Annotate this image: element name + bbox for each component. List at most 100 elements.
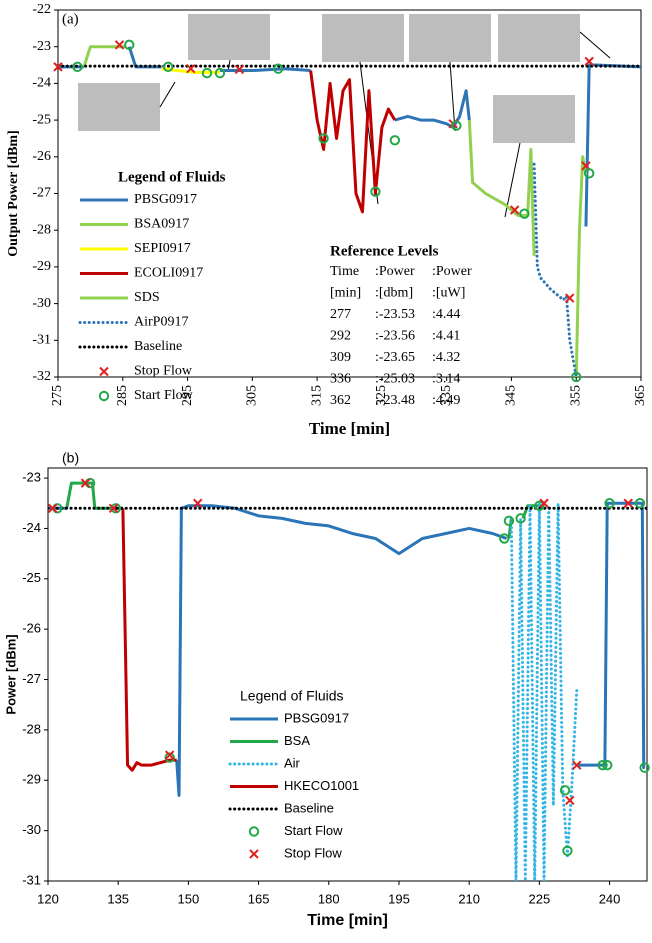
start-flow-marker [597,759,608,771]
reference-cell: 362 [330,393,351,408]
series-line [532,162,578,377]
stop-flow-marker [572,760,582,770]
plot-area [48,481,647,881]
start-flow-marker [634,498,646,509]
start-flow-marker [534,500,545,511]
stop-flow-marker [509,205,520,215]
legend-label: PBSG0917 [284,710,349,725]
start-flow-marker [571,371,582,383]
leader [579,31,611,59]
start-flow-marker [515,513,526,524]
series-line [509,503,579,881]
reference-cell: :Power [432,264,472,279]
stop-flow-marker [108,503,119,514]
plot-area [58,45,641,377]
x-tick-label: 180 [318,891,340,906]
start-flow-marker [162,61,174,73]
y-tick-label: -27 [22,671,41,686]
y-tick-label: -28 [32,222,51,237]
y-tick-label: -31 [32,333,51,348]
stop-flow-marker [47,503,58,514]
thumbnail [188,14,270,60]
x-tick-label: 165 [248,891,270,906]
legend-label: AirP0917 [134,315,188,330]
stop-flow-marker [539,498,549,508]
start-flow-marker [602,759,613,771]
x-tick-label: 355 [568,385,583,406]
reference-cell: :[dbm] [375,286,413,301]
x-tick-label: 275 [50,385,65,406]
thumbnail [78,83,160,131]
stop-flow-marker [565,293,575,303]
y-tick-label: -32 [32,369,51,384]
thumbnail-leaders [159,31,611,218]
thumbnail [493,95,575,143]
reference-cell: Time [330,264,359,279]
start-flow-marker [503,515,515,527]
thumbnails [78,14,611,218]
x-tick-label: 210 [458,891,480,906]
reference-cell: :4.49 [432,393,460,408]
legend-label: PBSG0917 [134,192,197,207]
reference-cell: :4.44 [432,307,460,322]
reference-cell: :-23.48 [375,393,415,408]
legend-label: Baseline [134,339,182,354]
x-tick-label: 195 [388,891,410,906]
y-tick-label: -23 [32,39,51,54]
reference-cell: :-23.53 [375,307,415,322]
y-tick-label: -25 [32,112,51,127]
panel-label: (a) [62,11,79,27]
legend-marker [249,849,259,859]
y-axis-label: Output Power [dBm] [6,130,21,257]
legend-label: SEPI0917 [134,241,191,256]
leader [449,61,456,132]
reference-cell: :4.32 [432,350,460,365]
x-tick-label: 295 [180,385,195,406]
y-tick-label: -26 [22,621,41,636]
series-line [121,508,177,772]
series-line [309,70,397,214]
reference-cell: 309 [330,350,351,365]
reference-cell: :-23.56 [375,329,415,344]
reference-cell: [min] [330,286,361,301]
legend-label: Air [284,755,301,770]
x-tick-label: 335 [439,385,454,406]
reference-cell: :[uW] [432,286,465,301]
start-flow-marker [164,752,175,763]
legend-title: Legend of Fluids [118,169,226,185]
legend-marker [248,826,260,837]
x-tick-label: 120 [37,891,59,906]
thumbnail [498,14,580,62]
y-tick-label: -30 [22,822,41,837]
start-flow-marker [389,135,401,146]
leader [504,142,521,218]
reference-title: Reference Levels [330,243,439,259]
stop-flow-marker [565,795,575,806]
y-tick-label: -26 [32,149,51,164]
legend-label: Stop Flow [284,845,342,860]
stop-flow-marker [80,478,91,488]
legend: Legend of Fluids PBSG0917 BSA Air HKECO1001 B… [228,688,359,860]
legend-label: SDS [134,290,160,305]
start-flow-marker [499,533,510,544]
start-flow-marker [639,762,650,773]
x-tick-label: 285 [115,385,130,406]
start-flow-marker [201,67,213,79]
stop-flow-marker [234,64,245,75]
y-tick-label: -22 [32,2,51,17]
y-tick-label: -28 [22,721,41,736]
x-tick-label: 315 [309,385,324,406]
start-flow-marker [451,120,462,131]
stop-flow-marker [53,62,63,72]
y-tick-label: -24 [22,520,41,535]
y-axis-label: Power [dBm] [3,634,18,714]
legend-label: HKECO1001 [284,778,359,793]
x-tick-label: 225 [529,891,551,906]
x-tick-label: 325 [374,385,389,406]
stop-flow-marker [164,750,175,760]
legend-label: Start Flow [134,388,194,403]
start-flow-marker [214,67,226,79]
reference-cell: :-25.03 [375,372,415,387]
start-flow-marker [559,785,571,796]
